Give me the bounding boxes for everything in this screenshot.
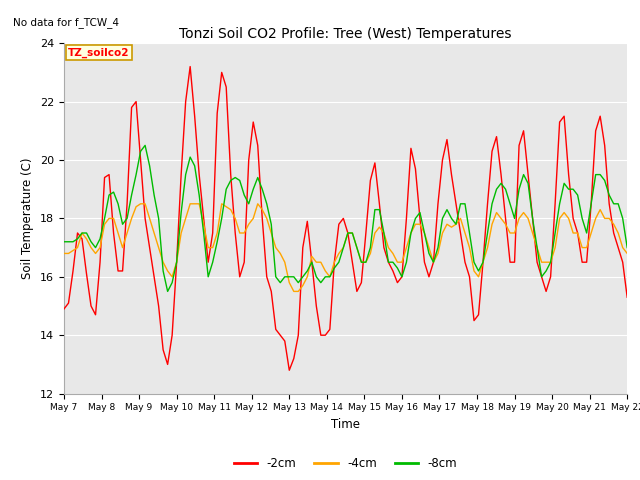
Y-axis label: Soil Temperature (C): Soil Temperature (C) xyxy=(22,157,35,279)
Text: No data for f_TCW_4: No data for f_TCW_4 xyxy=(13,17,119,28)
Title: Tonzi Soil CO2 Profile: Tree (West) Temperatures: Tonzi Soil CO2 Profile: Tree (West) Temp… xyxy=(179,27,512,41)
X-axis label: Time: Time xyxy=(331,418,360,431)
Legend: -2cm, -4cm, -8cm: -2cm, -4cm, -8cm xyxy=(229,452,462,475)
Text: TZ_soilco2: TZ_soilco2 xyxy=(68,48,130,58)
